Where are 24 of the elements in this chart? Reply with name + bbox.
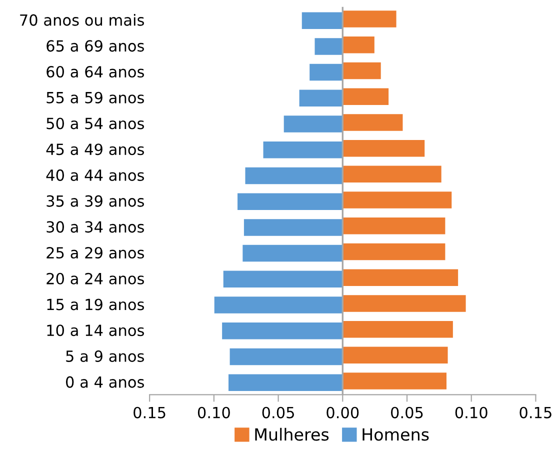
x-tick-label: 0.05 [262,406,294,418]
y-tick-label: 10 a 14 anos [47,324,144,336]
y-tick-label: 40 a 44 anos [46,169,144,181]
y-tick-label: 20 a 24 anos [46,272,144,284]
x-tick-label: 0.10 [198,406,230,418]
y-tick-label: 45 a 49 anos [46,144,144,156]
x-tick-label: 0.15 [134,406,166,418]
y-tick-label: 35 a 39 anos [46,195,144,207]
y-tick-label: 0 a 4 anos [66,376,144,388]
y-tick-label: 70 anos ou mais [20,14,144,26]
x-tick-label: 0.00 [326,406,359,418]
y-tick-label: 30 a 34 anos [46,221,144,233]
y-tick-label: 65 a 69 anos [46,40,144,52]
x-tick-label: 0.05 [391,406,423,418]
legend-label: Mulheres [255,428,329,441]
y-tick-label: 60 a 64 anos [46,66,144,78]
x-tick-label: 0.10 [455,406,488,418]
x-tick-label: 0.15 [520,406,552,418]
y-tick-label: 25 a 29 anos [46,246,144,259]
y-tick-label: 15 a 19 anos [47,298,144,310]
y-tick-label: 50 a 54 anos [46,118,144,130]
legend-label: Homens [362,428,429,441]
y-tick-label: 55 a 59 anos [46,92,144,104]
y-tick-label: 5 a 9 anos [66,350,144,362]
